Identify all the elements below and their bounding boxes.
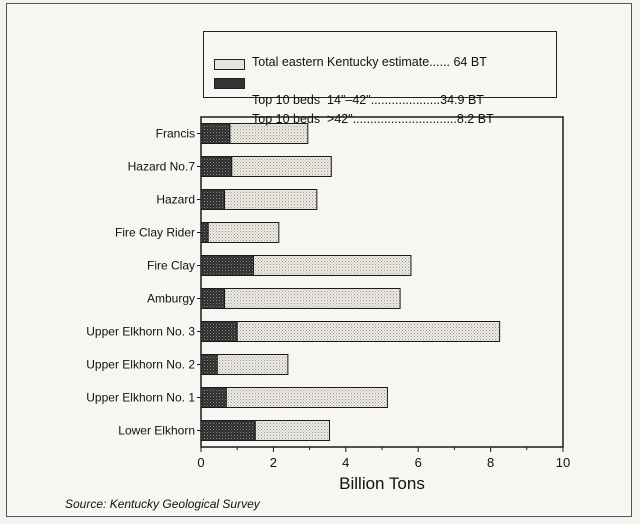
- legend-total-label: Total eastern Kentucky estimate...... 64…: [252, 55, 487, 69]
- thick-beds-bar: [200, 255, 254, 276]
- x-tick-label: 4: [342, 455, 349, 470]
- thick-beds-bar: [200, 222, 209, 243]
- medium-beds-bar: [231, 156, 332, 177]
- category-label: Fire Clay: [147, 259, 195, 273]
- category-label: Upper Elkhorn No. 3: [86, 325, 195, 339]
- x-axis-label: Billion Tons: [339, 474, 425, 493]
- light-stipple-swatch: [214, 59, 245, 70]
- legend-total: Total eastern Kentucky estimate...... 64…: [204, 35, 487, 69]
- category-label: Upper Elkhorn No. 2: [86, 358, 195, 372]
- thick-beds-bar: [200, 321, 238, 342]
- x-tick-label: 10: [556, 455, 570, 470]
- medium-beds-bar: [252, 255, 412, 276]
- thick-beds-bar: [200, 189, 226, 210]
- x-tick-label: 8: [487, 455, 494, 470]
- source-note: Source: Kentucky Geological Survey: [65, 497, 260, 511]
- medium-beds-bar: [254, 420, 331, 441]
- thick-beds-bar: [200, 354, 218, 375]
- medium-beds-bar: [224, 288, 401, 309]
- legend-item-label: Top 10 beds >42"........................…: [252, 112, 494, 126]
- thick-beds-bar: [200, 288, 226, 309]
- category-label: Upper Elkhorn No. 1: [86, 391, 195, 405]
- medium-beds-bar: [229, 123, 309, 144]
- x-tick-label: 2: [270, 455, 277, 470]
- category-label: Lower Elkhorn: [118, 424, 195, 438]
- legend: Total eastern Kentucky estimate...... 64…: [203, 31, 557, 126]
- category-label: Fire Clay Rider: [115, 226, 195, 240]
- thick-beds-bar: [200, 420, 256, 441]
- x-tick-label: 0: [197, 455, 204, 470]
- medium-beds-bar: [207, 222, 280, 243]
- category-label: Amburgy: [147, 292, 195, 306]
- x-tick-label: 6: [415, 455, 422, 470]
- thick-beds-bar: [200, 387, 227, 408]
- medium-beds-bar: [225, 387, 388, 408]
- thick-beds-bar: [200, 156, 233, 177]
- medium-beds-bar: [216, 354, 289, 375]
- legend-item-thick-beds: Top 10 beds >42"........................…: [204, 74, 494, 126]
- category-label: Francis: [156, 127, 195, 141]
- legend-item-label: Top 10 beds 14"–42"....................3…: [252, 93, 484, 107]
- dark-stipple-swatch: [214, 78, 245, 89]
- category-label: Hazard No.7: [128, 160, 196, 174]
- medium-beds-bar: [236, 321, 501, 342]
- legend-item-medium-beds: Top 10 beds 14"–42"....................3…: [204, 55, 484, 107]
- medium-beds-bar: [224, 189, 318, 210]
- category-label: Hazard: [156, 193, 195, 207]
